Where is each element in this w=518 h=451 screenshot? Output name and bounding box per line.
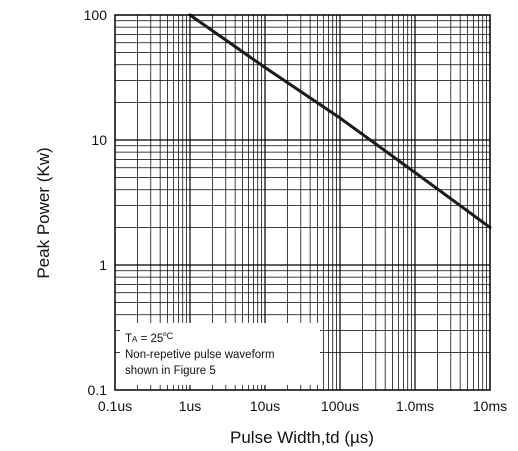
series-layer [188,13,492,229]
y-tick-label: 10 [91,132,107,148]
x-tick-label: 1us [179,398,202,414]
annotation-condition: TA = 25ºC [125,331,174,345]
annotation-line-1: Non-repetive pulse waveform [125,349,275,361]
y-axis-label: Peak Power (Kw) [34,147,53,278]
annotation-background [120,323,320,385]
plot-frame [114,14,491,391]
annotation-box: TA = 25ºC Non-repetive pulse waveform sh… [120,323,320,385]
y-tick-labels: 0.1 1 10 100 [84,7,108,398]
x-tick-label: 10us [250,398,280,414]
x-tick-label: 1.0ms [396,398,434,414]
annotation-line-2: shown in Figure 5 [125,365,216,377]
y-tick-label: 0.1 [88,382,108,398]
x-axis-label: Pulse Width,td (µs) [230,428,374,447]
series-line-peak-power [188,13,492,229]
y-tick-label: 100 [84,7,108,23]
x-tick-label: 0.1us [98,398,132,414]
x-tick-labels: 0.1us 1us 10us 100us 1.0ms 10ms [98,398,507,414]
x-tick-label: 10ms [473,398,507,414]
y-tick-label: 1 [99,257,107,273]
x-tick-label: 100us [321,398,359,414]
